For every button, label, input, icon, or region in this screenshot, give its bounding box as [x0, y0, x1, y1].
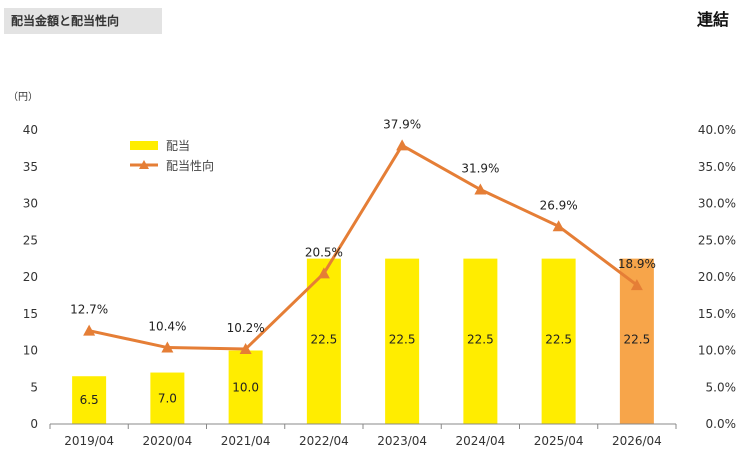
payout-ratio-label: 37.9%: [383, 117, 421, 131]
payout-ratio-marker: [83, 324, 96, 336]
payout-ratio-marker: [317, 267, 330, 279]
y-tick-label: 0: [30, 417, 38, 431]
x-tick-label: 2024/04: [455, 434, 505, 448]
y-tick-label: 25: [23, 233, 38, 247]
legend: 配当 配当性向: [130, 139, 214, 173]
payout-ratio-marker: [630, 279, 643, 291]
bar-value-label: 22.5: [389, 332, 416, 346]
dividend-bar: [463, 258, 498, 424]
y2-tick-label: 20.0%: [698, 270, 736, 284]
chart-title-tag: 配当金額と配当性向: [4, 8, 162, 34]
bar-value-label: 22.5: [311, 332, 338, 346]
y2-tick-label: 10.0%: [698, 344, 736, 358]
x-tick-label: 2026/04: [612, 434, 662, 448]
x-tick-label: 2025/04: [534, 434, 584, 448]
y2-tick-label: 5.0%: [706, 380, 737, 394]
dividend-bar: [541, 258, 576, 424]
dividend-bar: [150, 372, 185, 424]
x-tick-label: 2020/04: [142, 434, 192, 448]
y2-tick-label: 35.0%: [698, 160, 736, 174]
payout-ratio-marker: [552, 220, 565, 232]
y-tick-label: 30: [23, 197, 38, 211]
y-tick-label: 15: [23, 307, 38, 321]
y-tick-label: 20: [23, 270, 38, 284]
x-tick-label: 2022/04: [299, 434, 349, 448]
x-tick-label: 2021/04: [221, 434, 271, 448]
bar-value-label: 22.5: [467, 332, 494, 346]
y2-tick-label: 15.0%: [698, 307, 736, 321]
y-tick-label: 40: [23, 123, 38, 137]
legend-line-label: 配当性向: [166, 158, 214, 173]
dividend-bar: [228, 350, 263, 424]
scope-label: 連結: [696, 10, 729, 29]
payout-ratio-label: 26.9%: [540, 198, 578, 212]
dividend-bar: [72, 376, 107, 424]
x-tick-label: 2019/04: [64, 434, 114, 448]
y2-tick-label: 0.0%: [706, 417, 737, 431]
bar-value-label: 22.5: [545, 332, 572, 346]
y2-tick-label: 40.0%: [698, 123, 736, 137]
payout-ratio-marker: [239, 343, 252, 355]
bar-value-label: 6.5: [80, 393, 99, 407]
payout-ratio-marker: [161, 341, 174, 353]
legend-bar-swatch: [130, 141, 158, 150]
x-tick-label: 2023/04: [377, 434, 427, 448]
y-axis-unit: （円）: [8, 91, 38, 103]
payout-ratio-label: 31.9%: [461, 162, 499, 176]
bar-value-label: 22.5: [624, 332, 651, 346]
bar-value-label: 10.0: [232, 380, 259, 394]
payout-ratio-label: 18.9%: [618, 257, 656, 271]
y2-tick-label: 30.0%: [698, 197, 736, 211]
legend-bar-label: 配当: [166, 139, 190, 153]
dividend-bar: [385, 258, 420, 424]
payout-ratio-line: [88, 143, 638, 351]
payout-ratio-label: 12.7%: [70, 303, 108, 317]
y-tick-label: 10: [23, 344, 38, 358]
y-tick-label: 35: [23, 160, 38, 174]
y2-tick-label: 25.0%: [698, 233, 736, 247]
payout-ratio-label: 10.4%: [148, 320, 186, 334]
y-tick-label: 5: [30, 380, 38, 394]
payout-ratio-label: 10.2%: [227, 321, 265, 335]
payout-ratio-marker: [396, 139, 409, 151]
bar-value-label: 7.0: [158, 391, 177, 405]
payout-ratio-marker: [474, 183, 487, 195]
payout-ratio-label: 20.5%: [305, 245, 343, 259]
legend-line-marker: [139, 160, 149, 169]
